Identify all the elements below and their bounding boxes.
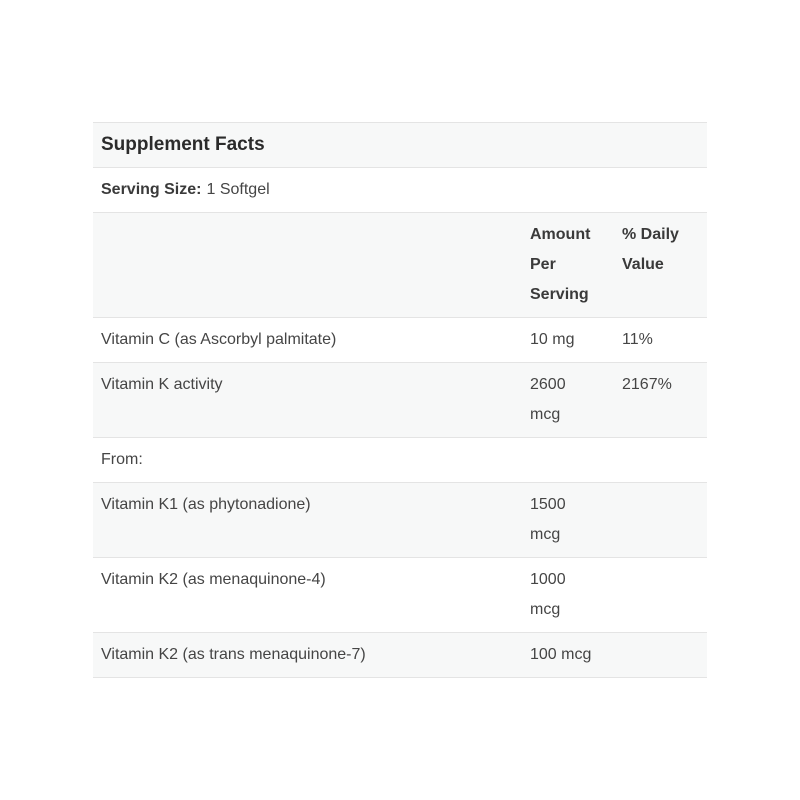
nutrient-amount: 1000 mcg [522, 557, 614, 633]
column-header-spacer [93, 212, 522, 318]
nutrient-name: Vitamin K activity [93, 362, 522, 438]
nutrient-row: Vitamin K activity 2600 mcg 2167% [93, 362, 708, 438]
serving-size-label: Serving Size: [101, 181, 202, 198]
nutrient-row: Vitamin C (as Ascorbyl palmitate) 10 mg … [93, 317, 708, 363]
nutrient-row: Vitamin K2 (as menaquinone-4) 1000 mcg [93, 557, 708, 633]
nutrient-name: Vitamin C (as Ascorbyl palmitate) [93, 317, 522, 363]
supplement-facts-title: Supplement Facts [93, 122, 708, 168]
nutrient-amount: 2600 mcg [522, 362, 614, 438]
column-header-amount: Amount Per Serving [522, 212, 614, 318]
title-row: Supplement Facts [93, 122, 708, 168]
nutrient-name: Vitamin K2 (as menaquinone-4) [93, 557, 522, 633]
nutrient-daily-value [614, 632, 708, 678]
nutrient-row: Vitamin K2 (as trans menaquinone-7) 100 … [93, 632, 708, 678]
nutrient-amount: 10 mg [522, 317, 614, 363]
column-header-row: Amount Per Serving % Daily Value [93, 212, 708, 318]
nutrient-name: Vitamin K1 (as phytonadione) [93, 482, 522, 558]
nutrient-name: Vitamin K2 (as trans menaquinone-7) [93, 632, 522, 678]
serving-size-row: Serving Size: 1 Softgel [93, 167, 708, 213]
nutrient-row: Vitamin K1 (as phytonadione) 1500 mcg [93, 482, 708, 558]
nutrient-amount: 100 mcg [522, 632, 614, 678]
nutrient-daily-value: 11% [614, 317, 708, 363]
section-label: From: [93, 437, 522, 483]
nutrient-daily-value [614, 437, 708, 483]
serving-size-value: 1 Softgel [206, 181, 270, 198]
supplement-facts-table: Supplement Facts Serving Size: 1 Softgel … [93, 122, 708, 678]
nutrient-daily-value [614, 557, 708, 633]
nutrient-daily-value [614, 482, 708, 558]
nutrient-daily-value: 2167% [614, 362, 708, 438]
nutrient-amount [522, 437, 614, 483]
serving-size-cell: Serving Size: 1 Softgel [93, 167, 708, 213]
column-header-daily-value: % Daily Value [614, 212, 708, 318]
section-row: From: [93, 437, 708, 483]
nutrient-amount: 1500 mcg [522, 482, 614, 558]
